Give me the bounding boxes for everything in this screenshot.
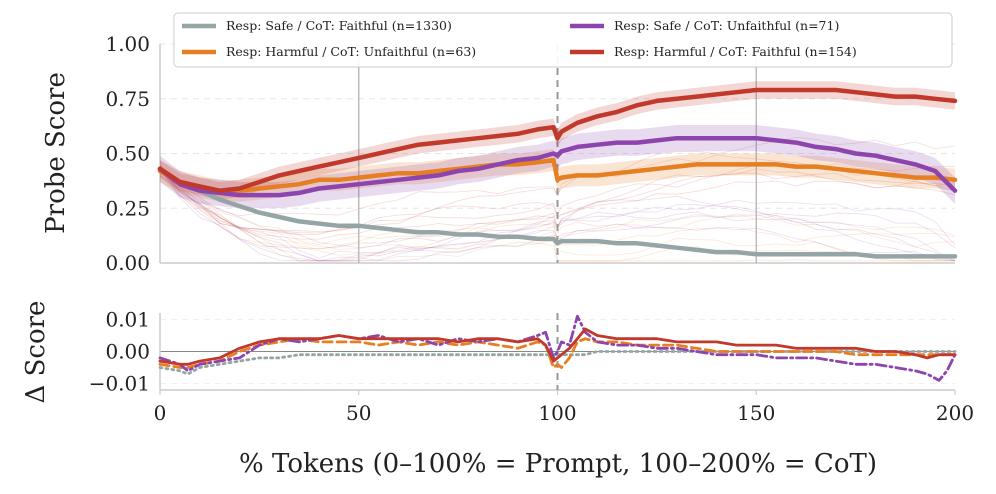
line-resp-harmful-cot-faithful-n-154 bbox=[157, 87, 958, 193]
sample-trace bbox=[159, 165, 956, 250]
delta-line-resp-safe-cot-unfaithful-n-71 bbox=[158, 314, 957, 382]
delta-line-resp-harmful-cot-faithful-n-154 bbox=[158, 327, 957, 366]
y-tick-label: 0.25 bbox=[105, 196, 150, 220]
legend-box bbox=[173, 12, 953, 68]
legend: Resp: Safe / CoT: Faithful (n=1330) Resp:… bbox=[173, 12, 953, 68]
y-axis-label-delta-score: Δ Score bbox=[21, 301, 51, 404]
line-resp-safe-cot-faithful-n-1330 bbox=[157, 166, 958, 259]
legend-label-resp-safe-cot-unfaithful-n-71: Resp: Safe / CoT: Unfaithful (n=71) bbox=[614, 18, 839, 33]
line-resp-safe-cot-unfaithful-n-71 bbox=[157, 135, 958, 198]
y-tick-label: 1.00 bbox=[105, 32, 150, 56]
line-resp-harmful-cot-unfaithful-n-63 bbox=[157, 157, 958, 193]
y-tick-label: 0.75 bbox=[105, 87, 150, 111]
x-axis-label: % Tokens (0–100% = Prompt, 100–200% = Co… bbox=[239, 449, 877, 479]
delta-score-panel: −0.01 0.00 0.01 0 50 100 150 200 bbox=[89, 307, 974, 425]
x-tick-label: 50 bbox=[346, 401, 371, 425]
x-tick-label: 200 bbox=[936, 401, 974, 425]
probe-score-panel: 0.00 0.25 0.50 0.75 1.00 bbox=[105, 32, 958, 275]
y-tick-label: −0.01 bbox=[89, 372, 150, 396]
legend-label-resp-harmful-cot-unfaithful-n-63: Resp: Harmful / CoT: Unfaithful (n=63) bbox=[226, 44, 476, 59]
y-axis-label-probe-score: Probe Score bbox=[41, 72, 71, 234]
y-tick-label: 0.01 bbox=[105, 307, 150, 331]
x-tick-label: 100 bbox=[538, 401, 576, 425]
y-tick-label: 0.50 bbox=[105, 142, 150, 166]
legend-label-resp-harmful-cot-faithful-n-154: Resp: Harmful / CoT: Faithful (n=154) bbox=[614, 44, 857, 59]
x-tick-label: 150 bbox=[737, 401, 775, 425]
legend-label-resp-safe-cot-faithful-n-1330: Resp: Safe / CoT: Faithful (n=1330) bbox=[226, 18, 452, 33]
band-resp-safe-cot-unfaithful-n-71 bbox=[160, 125, 955, 209]
y-tick-label: 0.00 bbox=[105, 251, 150, 275]
x-tick-label: 0 bbox=[154, 401, 167, 425]
y-tick-label: 0.00 bbox=[105, 340, 150, 364]
